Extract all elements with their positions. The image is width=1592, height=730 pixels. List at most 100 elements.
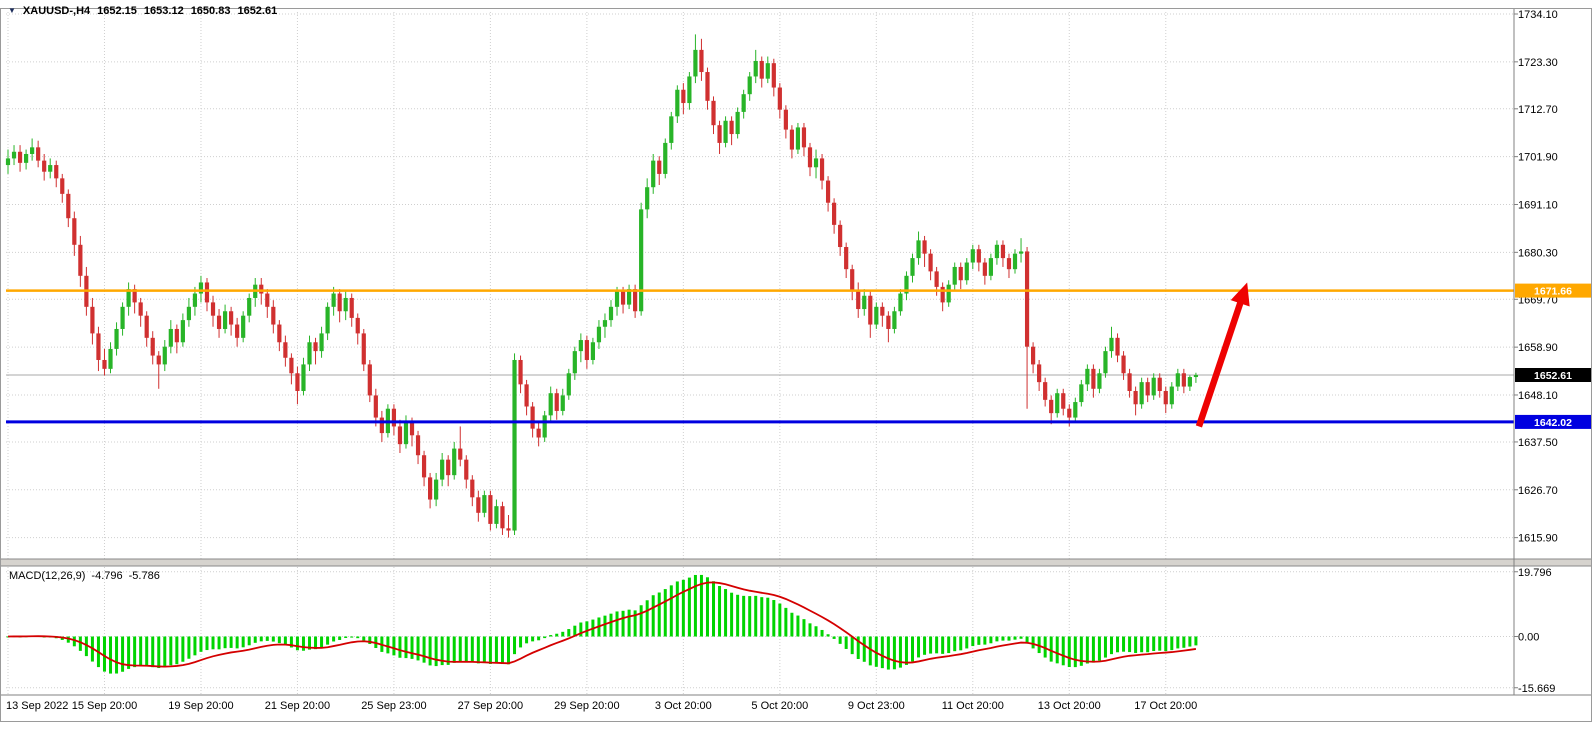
candle [904, 271, 909, 301]
candle [771, 58, 776, 97]
candle-body [1012, 253, 1018, 270]
candle-body [964, 262, 969, 281]
candle [675, 85, 680, 123]
candle-body [1157, 377, 1162, 391]
candle [452, 441, 457, 480]
macd-bar [941, 636, 945, 654]
candle-body [337, 293, 342, 312]
candle [367, 359, 372, 403]
macd-bar [989, 636, 993, 644]
macd-bar [169, 636, 173, 666]
candle [1079, 379, 1084, 407]
symbol-dropdown-icon[interactable]: ▼ [8, 5, 16, 15]
macd-bar [1152, 636, 1156, 652]
macd-bar [724, 589, 728, 637]
macd-bar [796, 615, 800, 637]
candle-body [572, 351, 577, 374]
candle-body [476, 497, 481, 513]
candle-body [729, 120, 734, 135]
macd-axis-label: 0.00 [1518, 632, 1539, 644]
candle-body [711, 100, 716, 126]
macd-bar [971, 636, 975, 647]
panel-separator[interactable] [0, 558, 1592, 567]
candle-body [1073, 402, 1078, 418]
candle-body [645, 187, 650, 210]
quote-close: 1652.61 [237, 5, 278, 17]
macd-bar [639, 605, 643, 637]
macd-bar [458, 636, 462, 662]
candle [222, 304, 228, 334]
macd-bar [506, 636, 510, 665]
macd-bar [977, 636, 981, 645]
candle [946, 280, 951, 307]
macd-bar [102, 636, 106, 672]
candle [717, 120, 722, 154]
candle [952, 262, 957, 292]
candle [753, 49, 758, 84]
candle [48, 158, 53, 179]
macd-bar [277, 636, 281, 644]
macd-bar [947, 636, 951, 654]
candle [476, 490, 481, 522]
macd-bar [555, 633, 559, 637]
candle [1097, 368, 1102, 394]
macd-bar [1019, 636, 1023, 639]
candle [1091, 364, 1096, 398]
candle-body [48, 165, 53, 172]
macd-bar [886, 636, 890, 670]
candle-body [446, 459, 451, 476]
candle [819, 153, 825, 190]
y-axis-label: 1712.70 [1518, 104, 1558, 116]
candle-body [813, 158, 819, 168]
trend-arrow[interactable] [1195, 282, 1250, 428]
candle-body [1109, 337, 1114, 352]
macd-bar [338, 636, 342, 640]
candle [174, 324, 179, 354]
candle [1169, 382, 1174, 409]
candle [506, 515, 511, 538]
macd-bar [856, 636, 860, 660]
candle-body [265, 293, 270, 307]
candle-body [747, 76, 752, 95]
chart-plot-area[interactable] [6, 9, 1514, 695]
x-axis-label: 15 Sep 20:00 [72, 700, 137, 712]
candle [210, 295, 216, 327]
candle-body [832, 202, 837, 225]
x-axis-label: 11 Oct 20:00 [942, 700, 1004, 712]
candle [114, 322, 119, 356]
macd-bar [790, 612, 794, 637]
candle [1012, 249, 1018, 274]
candle-body [1024, 251, 1030, 347]
candle [265, 289, 270, 318]
candle-body [506, 528, 511, 531]
price-axis[interactable]: 1734.10 1723.30 1712.70 1701.90 1691.10 1680.… [1514, 9, 1558, 695]
candle-body [1115, 337, 1120, 356]
macd-bar [308, 636, 311, 650]
candle-body [536, 428, 541, 438]
candle [789, 125, 794, 159]
candle [590, 337, 596, 365]
macd-bar [953, 636, 957, 652]
macd-bar [615, 611, 619, 637]
macd-bar [326, 636, 330, 645]
macd-bar [766, 597, 770, 637]
current-price-tag: 1652.61 [1515, 368, 1591, 383]
macd-bar [133, 636, 137, 668]
candle-body [825, 180, 831, 203]
macd-bar [121, 636, 125, 672]
time-axis[interactable]: 13 Sep 2022 15 Sep 20:00 19 Sep 20:00 21 Se… [6, 700, 1197, 712]
candle [693, 34, 698, 84]
trend-arrow-shaft [1195, 296, 1246, 428]
candle-body [186, 306, 191, 321]
candle [494, 499, 499, 529]
candle [150, 331, 155, 365]
candle [964, 258, 969, 285]
x-axis-label: 13 Oct 20:00 [1038, 700, 1101, 712]
macd-bar [832, 636, 836, 639]
candle-body [222, 311, 228, 329]
candle-body [54, 165, 59, 179]
candle-body [494, 506, 499, 524]
x-axis-label: 5 Oct 20:00 [751, 700, 808, 712]
candle-body [277, 324, 282, 343]
